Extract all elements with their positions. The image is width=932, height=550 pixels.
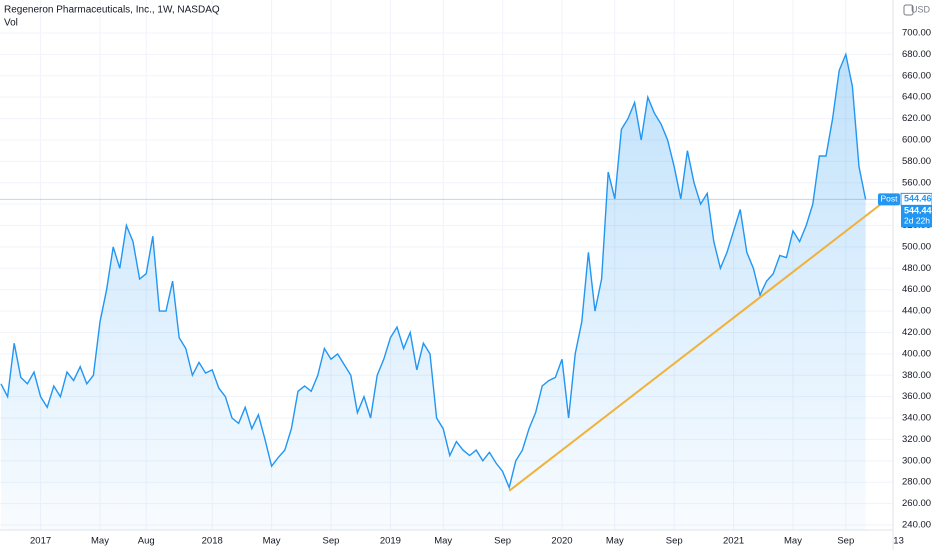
x-tick-label: May — [784, 536, 802, 547]
currency-icon[interactable] — [903, 4, 914, 16]
y-tick-label: 260.00 — [902, 498, 931, 509]
close-label: 544.44 — [904, 206, 932, 216]
axes: 240.00 260.00 280.00 300.00 320.00 340.00 360.… — [30, 28, 932, 547]
y-tick-label: 500.00 — [902, 241, 931, 252]
y-tick-label: 560.00 — [902, 177, 931, 188]
y-tick-label: 320.00 — [902, 434, 931, 445]
x-tick-label: May — [263, 536, 281, 547]
y-tick-label: 240.00 — [902, 520, 931, 531]
area-fill — [1, 54, 866, 531]
y-tick-label: 580.00 — [902, 156, 931, 167]
x-tick-label: 2020 — [551, 536, 572, 547]
x-tick-label: Sep — [323, 536, 340, 547]
x-tick-label: May — [434, 536, 452, 547]
chart-title: Regeneron Pharmaceuticals, Inc., 1W, NAS… — [4, 5, 220, 16]
y-tick-label: 380.00 — [902, 370, 931, 381]
x-tick-label: 2021 — [723, 536, 744, 547]
close-label-box — [901, 205, 932, 228]
y-tick-label: 660.00 — [902, 70, 931, 81]
x-tick-label: 2017 — [30, 536, 51, 547]
trend-line — [508, 194, 893, 492]
y-tick-label: 700.00 — [902, 28, 931, 39]
y-tick-label: 440.00 — [902, 306, 931, 317]
x-tick-label: 2018 — [202, 536, 223, 547]
y-tick-label: 300.00 — [902, 455, 931, 466]
x-tick-label: 13 — [893, 536, 904, 547]
x-tick-label: Sep — [494, 536, 511, 547]
x-tick-label: 2019 — [380, 536, 401, 547]
y-tick-label: 600.00 — [902, 134, 931, 145]
x-tick-label: May — [91, 536, 109, 547]
y-tick-label: 420.00 — [902, 327, 931, 338]
y-tick-label: 620.00 — [902, 113, 931, 124]
x-tick-label: Sep — [837, 536, 854, 547]
x-tick-label: Aug — [138, 536, 155, 547]
y-tick-label: 280.00 — [902, 477, 931, 488]
price-label: 544.46 — [904, 194, 932, 204]
y-tick-label: 340.00 — [902, 413, 931, 424]
y-tick-label: 640.00 — [902, 92, 931, 103]
x-tick-label: May — [606, 536, 624, 547]
plot — [0, 52, 893, 531]
price-line — [0, 52, 867, 490]
y-tick-label: 360.00 — [902, 391, 931, 402]
currency[interactable]: USD — [911, 4, 931, 14]
countdown: 2d 22h — [904, 216, 930, 226]
y-tick-label: 400.00 — [902, 348, 931, 359]
x-tick-label: Sep — [666, 536, 683, 547]
y-tick-label: 680.00 — [902, 49, 931, 60]
post-tag-box — [878, 193, 900, 206]
volume-label: Vol — [4, 18, 18, 29]
y-tick-label: 480.00 — [902, 263, 931, 274]
post-tag: Post — [880, 194, 898, 204]
y-tick-label: 460.00 — [902, 284, 931, 295]
